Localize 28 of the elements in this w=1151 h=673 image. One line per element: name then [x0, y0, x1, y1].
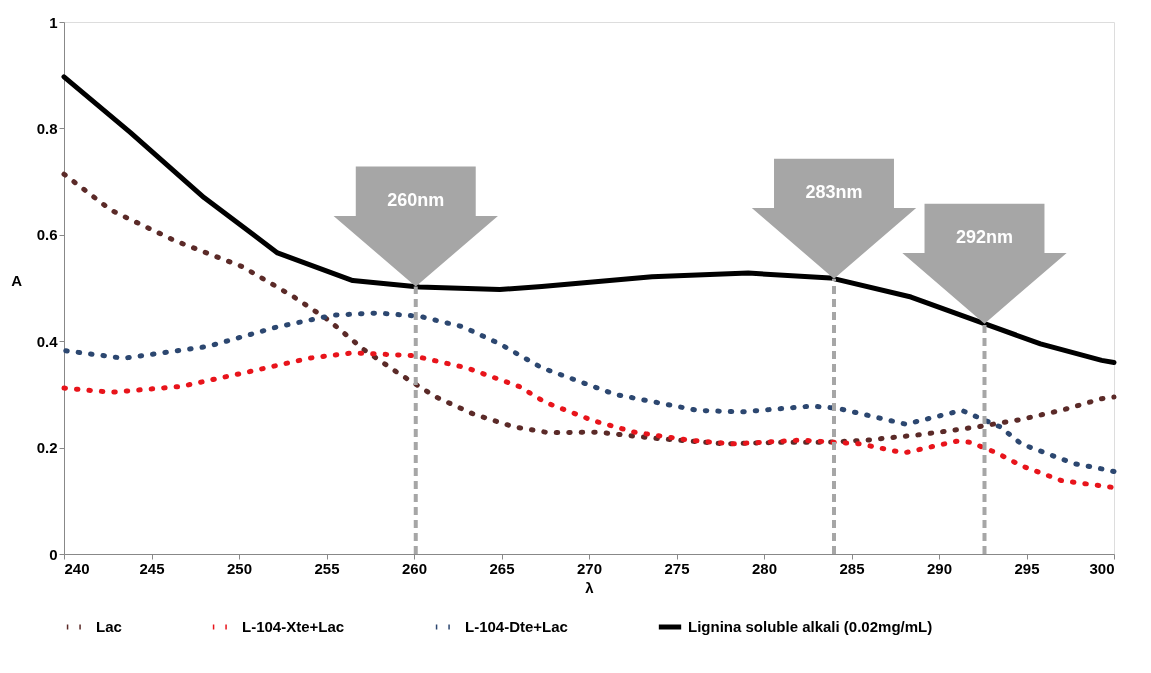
legend-label: Lignina soluble alkali (0.02mg/mL)	[688, 618, 933, 635]
annotation: 260nm	[387, 189, 445, 210]
y-tick-label: 1	[49, 13, 58, 31]
x-tick-label: 285	[839, 559, 865, 577]
x-tick-label: 300	[1089, 559, 1115, 577]
annotation: 292nm	[955, 226, 1014, 247]
y-tick-label: 0	[49, 545, 58, 563]
x-tick-label: 280	[751, 559, 778, 577]
x-tick-label: 255	[314, 559, 340, 577]
y-tick-label: 0.8	[36, 119, 58, 137]
x-tick-label: 290	[926, 559, 953, 577]
legend-label: L-104-Xte+Lac	[242, 618, 345, 635]
legend-label: Lac	[96, 618, 122, 635]
x-tick-label: 265	[489, 559, 515, 577]
x-tick-label: 295	[1014, 559, 1040, 577]
x-tick-label: 245	[139, 559, 165, 577]
x-tick-label: 250	[226, 559, 253, 577]
y-axis-title: A	[11, 271, 23, 289]
x-tick-label: 275	[664, 559, 690, 577]
y-tick-label: 0.2	[36, 439, 58, 457]
annotation: 283nm	[805, 181, 863, 202]
x-tick-label: 240	[64, 559, 90, 577]
x-tick-label: 260	[401, 559, 428, 577]
x-tick-label: 270	[576, 559, 603, 577]
x-axis-title: λ	[585, 578, 595, 596]
y-tick-label: 0.6	[36, 226, 58, 244]
y-tick-label: 0.4	[36, 332, 59, 350]
legend-label: L-104-Dte+Lac	[465, 618, 568, 635]
